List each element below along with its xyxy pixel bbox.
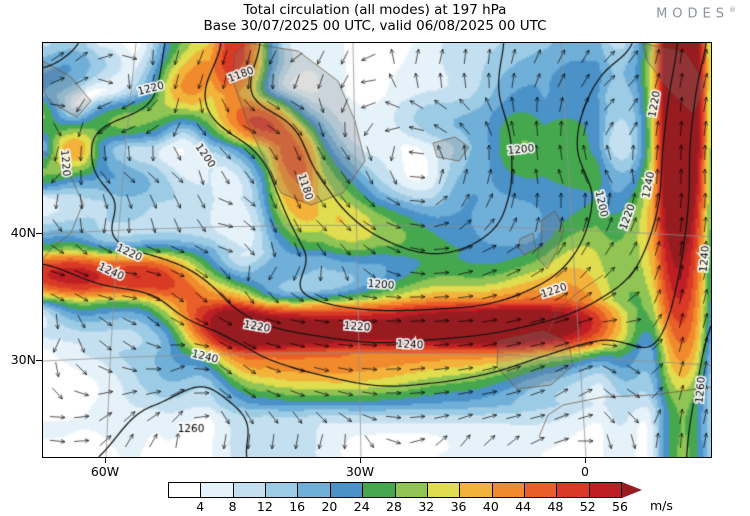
lat-tick-label: 40N <box>10 225 36 240</box>
colorbar <box>168 482 622 498</box>
colorbar-segment <box>363 483 396 497</box>
lon-tick-label: 0 <box>581 464 589 479</box>
colorbar-tick-label: 28 <box>386 499 402 514</box>
figure-subtitle: Base 30/07/2025 00 UTC, valid 06/08/2025… <box>203 18 547 34</box>
modes-logo-text: MODES <box>656 6 729 22</box>
colorbar-tick-label: 36 <box>450 499 467 514</box>
map-canvas <box>43 43 711 457</box>
colorbar-tick-label: 32 <box>418 499 435 514</box>
colorbar-segment <box>589 483 622 497</box>
lat-tick <box>36 233 42 234</box>
lat-tick-label: 30N <box>10 352 36 367</box>
colorbar-segment <box>395 483 428 497</box>
colorbar-segment <box>266 483 299 497</box>
colorbar-segment <box>557 483 590 497</box>
colorbar-segment <box>233 483 267 497</box>
colorbar-segment <box>524 483 558 497</box>
colorbar-tick-label: 8 <box>228 499 237 514</box>
colorbar-tick-label: 12 <box>256 499 273 514</box>
colorbar-tick-label: 56 <box>612 499 628 514</box>
colorbar-segment <box>460 483 493 497</box>
colorbar-tick-label: 4 <box>196 499 205 514</box>
colorbar-segment <box>427 483 461 497</box>
figure-title: Total circulation (all modes) at 197 hPa <box>243 2 507 18</box>
lon-tick-label: 30W <box>345 464 375 479</box>
colorbar-tick-label: 52 <box>579 499 596 514</box>
colorbar-tick-label: 40 <box>482 499 499 514</box>
map-frame <box>42 42 712 458</box>
colorbar-segment <box>298 483 331 497</box>
colorbar-tick-label: 16 <box>289 499 306 514</box>
colorbar-tick-label: 48 <box>547 499 564 514</box>
colorbar-arrow-end <box>622 482 642 498</box>
colorbar-segment <box>492 483 525 497</box>
modes-logo: MODES® <box>656 6 736 21</box>
lon-tick <box>585 457 586 463</box>
lon-tick <box>105 457 106 463</box>
colorbar-segment <box>169 483 202 497</box>
lat-tick <box>36 360 42 361</box>
colorbar-segment <box>201 483 234 497</box>
colorbar-tick-label: 20 <box>321 499 338 514</box>
colorbar-tick-label: 24 <box>353 499 370 514</box>
lon-tick-label: 60W <box>90 464 120 479</box>
colorbar-segment <box>330 483 364 497</box>
registered-mark: ® <box>729 6 736 14</box>
lon-tick <box>360 457 361 463</box>
colorbar-unit: m/s <box>650 498 673 513</box>
colorbar-tick-label: 44 <box>515 499 532 514</box>
